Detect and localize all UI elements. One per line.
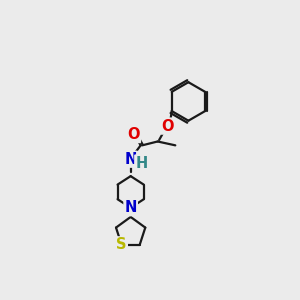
- Text: N: N: [124, 200, 137, 215]
- Text: H: H: [135, 155, 148, 170]
- Text: O: O: [161, 118, 174, 134]
- Text: O: O: [128, 127, 140, 142]
- Text: S: S: [116, 237, 127, 252]
- Text: N: N: [124, 152, 137, 167]
